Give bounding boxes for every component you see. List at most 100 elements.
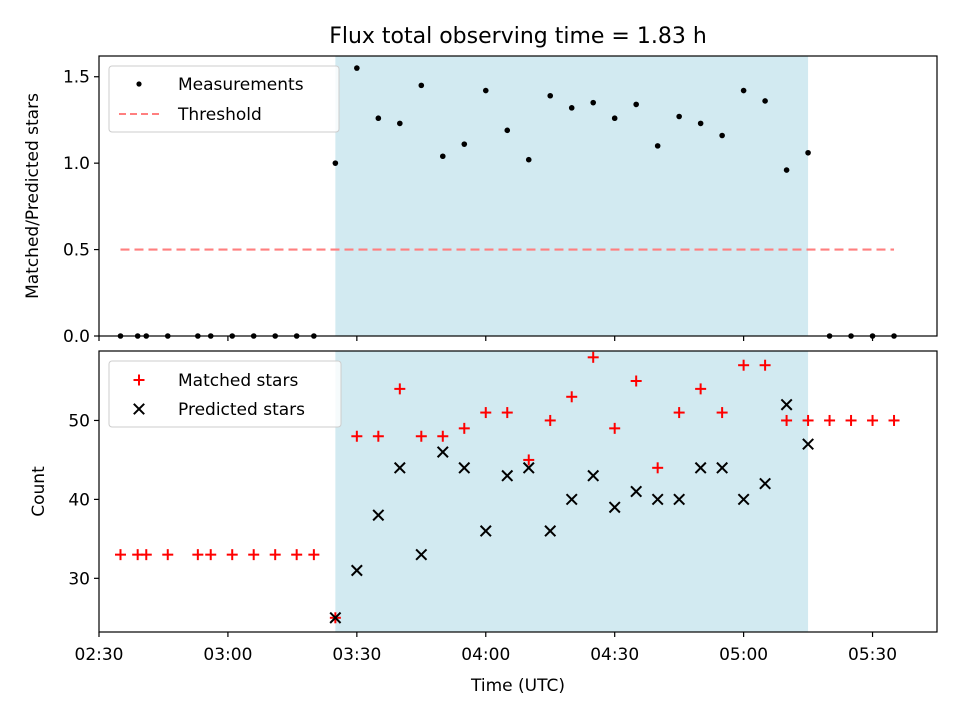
- bottom-y-axis-label: Count: [29, 466, 49, 517]
- matched-star-point: [162, 549, 174, 561]
- matched-star-point: [226, 549, 238, 561]
- measurement-point: [418, 82, 425, 89]
- predicted-star-point: [716, 461, 729, 474]
- matched-star-point: [609, 422, 621, 434]
- matched-star-point: [673, 407, 685, 419]
- matched-star-point: [544, 414, 556, 426]
- matched-star-point: [802, 414, 814, 426]
- x-tick-label: 04:00: [461, 645, 510, 665]
- matched-star-point: [291, 549, 303, 561]
- predicted-star-point: [759, 477, 772, 490]
- predicted-star-point: [501, 469, 514, 482]
- measurement-point: [332, 160, 339, 166]
- measurement-point: [740, 87, 747, 94]
- top-y-tick-label: 1.0: [63, 154, 90, 174]
- predicted-stars-legend-label: Predicted stars: [178, 400, 305, 420]
- measurement-point: [590, 99, 597, 106]
- bottom-y-tick-label: 50: [68, 411, 90, 431]
- predicted-stars-legend-marker: [133, 403, 145, 415]
- bottom-y-tick-label: 40: [68, 490, 90, 510]
- measurement-point: [611, 115, 618, 122]
- measurement-point: [805, 149, 811, 156]
- matched-star-point: [114, 549, 126, 561]
- matched-star-point: [480, 407, 492, 419]
- matched-star-point: [824, 414, 836, 426]
- matched-star-point: [716, 407, 728, 419]
- predicted-star-point: [673, 493, 686, 506]
- measurement-point: [482, 87, 489, 94]
- matched-star-point: [501, 407, 513, 419]
- bottom-legend: Matched stars Predicted stars: [108, 360, 342, 428]
- predicted-star-point: [780, 398, 793, 411]
- predicted-star-point: [565, 493, 578, 506]
- measurement-point: [762, 98, 768, 104]
- matched-star-point: [759, 359, 771, 371]
- measurement-point: [676, 113, 682, 120]
- top-y-axis-label: Matched/Predicted stars: [23, 93, 43, 299]
- measurement-point: [633, 101, 639, 108]
- matched-star-point: [205, 549, 217, 561]
- matched-star-point: [140, 549, 152, 561]
- measurement-point: [397, 120, 403, 127]
- matched-star-point: [652, 462, 664, 474]
- matched-star-point: [308, 549, 320, 561]
- matched-star-point: [394, 383, 406, 395]
- predicted-star-point: [651, 493, 664, 506]
- top-legend: Measurements Threshold: [108, 65, 340, 133]
- predicted-stars-legend-glyph: [133, 403, 145, 415]
- matched-star-point: [458, 422, 470, 434]
- predicted-star-point: [436, 446, 449, 458]
- measurement-point: [719, 132, 725, 139]
- matched-star-point: [372, 430, 384, 442]
- matched-stars-legend-marker: [133, 374, 145, 386]
- observing-span-shade: [335, 56, 809, 336]
- top-y-tick-label: 0.5: [63, 241, 90, 261]
- predicted-star-point: [479, 525, 492, 537]
- measurement-point: [354, 65, 360, 71]
- top-plot-frame: [98, 55, 938, 337]
- predicted-star-point: [393, 461, 406, 474]
- predicted-star-point: [458, 461, 471, 474]
- matched-star-point: [437, 430, 449, 442]
- x-tick-label: 04:30: [590, 645, 639, 665]
- measurement-point: [504, 127, 511, 134]
- measurement-point: [783, 167, 790, 173]
- predicted-star-point: [544, 525, 557, 537]
- matched-star-point: [695, 383, 707, 395]
- predicted-star-point: [587, 469, 600, 482]
- top-y-tick-label: 1.5: [63, 68, 90, 88]
- predicted-star-point: [737, 493, 750, 506]
- matched-star-point: [192, 549, 204, 561]
- matched-star-point: [566, 391, 578, 403]
- predicted-star-point: [694, 461, 707, 474]
- matched-star-point: [248, 549, 260, 561]
- x-tick-label: 05:00: [719, 645, 768, 665]
- threshold-legend-label: Threshold: [177, 105, 262, 125]
- measurements-legend-marker: [136, 81, 142, 87]
- matched-stars-legend-glyph: [133, 374, 145, 386]
- measurement-point: [568, 105, 575, 111]
- chart-title: Flux total observing time = 1.83 h: [329, 24, 707, 49]
- x-tick-label: 05:30: [848, 645, 897, 665]
- top-panel: 0.0 0.5 1.0 1.5 Matched/Predicted stars Mea…: [23, 55, 938, 347]
- matched-star-point: [867, 414, 879, 426]
- matched-star-point: [523, 454, 535, 466]
- x-axis-label: Time (UTC): [470, 676, 565, 696]
- measurements-legend-label: Measurements: [178, 75, 304, 95]
- predicted-star-point: [329, 611, 342, 624]
- matched-stars-legend-label: Matched stars: [178, 371, 298, 391]
- x-tick-label: 03:00: [203, 645, 252, 665]
- bottom-plot-frame: [98, 350, 938, 633]
- matched-star-point: [845, 414, 857, 426]
- matched-star-point: [269, 549, 281, 561]
- predicted-star-point: [372, 509, 385, 522]
- measurement-point: [439, 153, 446, 160]
- measurement-point: [375, 115, 382, 122]
- measurement-point: [547, 92, 554, 99]
- predicted-star-point: [415, 548, 428, 561]
- matched-star-point: [351, 430, 363, 442]
- matched-star-point: [781, 414, 793, 426]
- predicted-star-point: [802, 438, 814, 451]
- matched-star-point: [587, 351, 599, 363]
